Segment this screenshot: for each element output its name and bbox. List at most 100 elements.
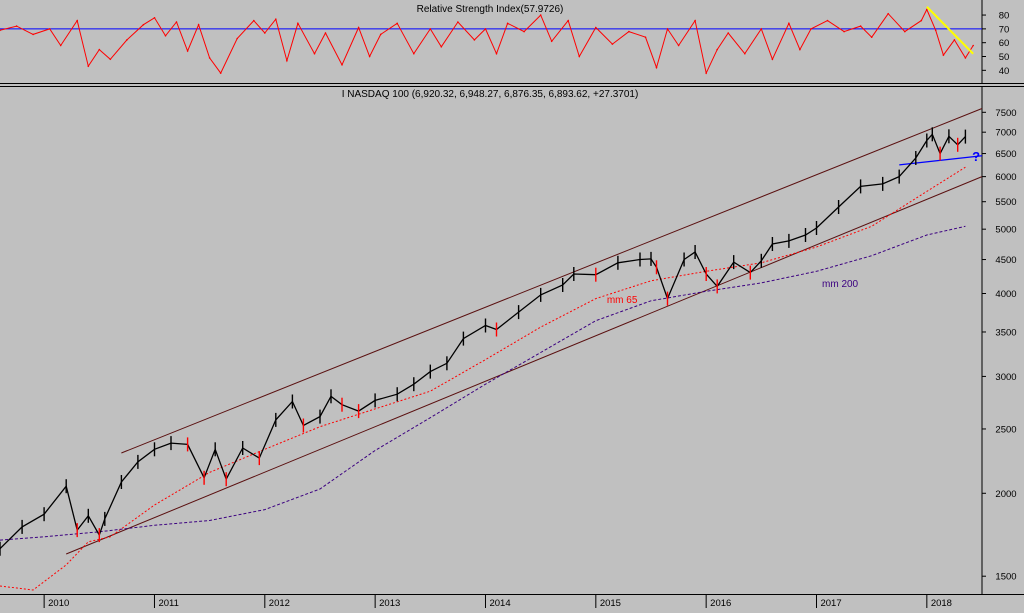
rsi-point — [0, 29, 1, 32]
price-tick-label: 3000 — [995, 372, 1016, 383]
year-tick-label: 2013 — [379, 598, 400, 608]
chart-annotation: mm 65 — [607, 295, 638, 306]
rsi-point — [550, 40, 553, 43]
rsi-point — [324, 32, 327, 34]
rsi-point — [870, 36, 873, 38]
rsi-point — [666, 28, 669, 30]
rsi-point — [379, 33, 382, 36]
rsi-point — [788, 22, 790, 25]
rsi-point — [972, 44, 974, 47]
rsi-point — [440, 46, 443, 48]
main-title: I NASDAQ 100 (6,920.32, 6,948.27, 6,876.… — [342, 89, 639, 100]
rsi-point — [175, 21, 178, 23]
rsi-series-layer — [0, 6, 974, 75]
rsi-point — [611, 43, 614, 45]
rsi-point — [48, 28, 51, 30]
rsi-tick-label: 50 — [999, 52, 1010, 63]
rsi-y-axis: 40 50 60 70 80 — [982, 11, 1009, 77]
year-tick-label: 2018 — [931, 598, 952, 608]
rsi-point — [76, 19, 78, 22]
rsi-point — [357, 26, 360, 29]
rsi-point — [313, 52, 316, 55]
rsi-title: Relative Strength Index(57.9726) — [417, 4, 564, 15]
rsi-point — [727, 32, 729, 34]
rsi-point — [934, 29, 937, 32]
rsi-point — [799, 48, 801, 51]
rsi-line — [0, 8, 974, 75]
rsi-point — [164, 35, 167, 37]
rsi-tick-label: 70 — [999, 24, 1010, 35]
price-tick-label: 4500 — [995, 255, 1016, 266]
price-tick-label: 3500 — [995, 327, 1016, 338]
rsi-point — [59, 44, 62, 47]
chart-annotation: ? — [972, 149, 980, 164]
year-tick-label: 2014 — [489, 598, 510, 608]
rsi-point — [628, 30, 630, 33]
rsi-point — [843, 30, 845, 33]
rsi-point — [396, 22, 399, 25]
rsi-point — [523, 30, 525, 33]
price-tick-label: 6000 — [995, 172, 1016, 183]
rsi-point — [186, 50, 189, 52]
price-tick-label: 7000 — [995, 128, 1016, 139]
rsi-point — [208, 57, 211, 59]
rsi-point — [368, 55, 371, 58]
price-tick-label: 7500 — [995, 108, 1016, 119]
rsi-tick-label: 80 — [999, 11, 1010, 22]
price-tick-label: 6500 — [995, 149, 1016, 160]
rsi-point — [904, 30, 906, 33]
price-tick-label: 2000 — [995, 489, 1016, 500]
main-indicator-layer — [0, 108, 983, 591]
rsi-point — [810, 28, 812, 30]
rsi-point — [595, 26, 597, 29]
rsi-point — [655, 66, 658, 69]
price-tick-label: 5500 — [995, 197, 1016, 208]
year-tick-label: 2017 — [820, 598, 841, 608]
rsi-point — [253, 19, 255, 22]
rsi-point — [744, 52, 746, 55]
rsi-point — [457, 21, 459, 23]
rsi-point — [859, 25, 862, 27]
rsi-point — [567, 19, 569, 22]
rsi-point — [286, 59, 288, 62]
rsi-point — [484, 28, 487, 30]
date-x-axis: 2010 2011 2012 2013 2014 2015 2016 2017 2018 — [43, 594, 952, 609]
rsi-point — [87, 65, 90, 67]
rsi-point — [826, 19, 829, 22]
rsi-point — [275, 18, 277, 21]
rsi-point — [771, 58, 774, 61]
year-tick-label: 2016 — [710, 598, 731, 608]
chart-annotation: mm 200 — [822, 279, 859, 290]
annotation-layer: mm 65 mm 200? — [607, 149, 980, 306]
price-tick-label: 1500 — [995, 572, 1016, 583]
rsi-point — [760, 28, 763, 30]
rsi-point — [920, 19, 923, 22]
rsi-tick-label: 60 — [999, 38, 1010, 49]
price-tick-label: 2500 — [995, 424, 1016, 435]
rsi-point — [219, 72, 222, 74]
price-tick-label: 5000 — [995, 225, 1016, 236]
rsi-point — [495, 52, 498, 55]
rsi-point — [98, 48, 101, 51]
rsi-point — [15, 25, 18, 27]
year-tick-label: 2010 — [48, 598, 69, 608]
price-tick-label: 4000 — [995, 289, 1016, 300]
rsi-point — [506, 22, 509, 25]
rsi-point — [264, 32, 266, 34]
rsi-point — [539, 14, 542, 16]
price-y-axis: 1500 2000 2500 3000 3500 4000 4500 5000 5500 6000… — [982, 108, 1017, 583]
rsi-point — [32, 33, 34, 36]
mm65-line — [0, 166, 966, 591]
mm200-line — [0, 225, 966, 541]
rsi-point — [578, 55, 581, 58]
channel-lower-line — [66, 176, 983, 555]
price-series-layer — [0, 127, 967, 556]
rsi-point — [142, 23, 145, 26]
rsi-point — [413, 52, 415, 55]
rsi-point — [109, 58, 112, 61]
rsi-point — [429, 28, 432, 30]
rsi-point — [644, 36, 647, 38]
rsi-point — [236, 37, 238, 40]
